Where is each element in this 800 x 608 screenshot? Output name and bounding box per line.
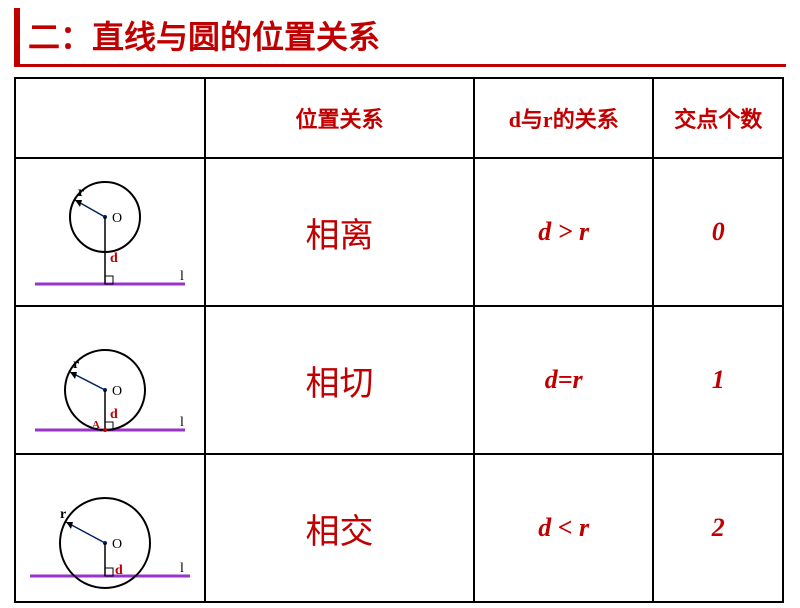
svg-text:l: l <box>180 415 184 430</box>
svg-text:r: r <box>60 507 66 522</box>
separate-icon: l O r d <box>20 162 200 302</box>
header-diagram <box>15 78 205 158</box>
header-relation: d与r的关系 <box>474 78 653 158</box>
tangent-icon: l O r d A <box>20 310 200 450</box>
cell-position: 相离 <box>205 158 474 306</box>
svg-text:d: d <box>110 407 118 422</box>
svg-text:l: l <box>180 269 184 284</box>
svg-text:r: r <box>73 357 79 372</box>
cell-count: 2 <box>653 454 783 602</box>
cell-position: 相交 <box>205 454 474 602</box>
table-row: l O r d 相离 d > r 0 <box>15 158 783 306</box>
intersect-icon: l O r d <box>20 458 200 598</box>
header-count: 交点个数 <box>653 78 783 158</box>
table-row: l O r d 相交 d < r 2 <box>15 454 783 602</box>
cell-relation: d < r <box>474 454 653 602</box>
diagram-tangent: l O r d A <box>15 306 205 454</box>
header-position: 位置关系 <box>205 78 474 158</box>
cell-relation: d > r <box>474 158 653 306</box>
svg-text:d: d <box>115 563 123 578</box>
title-bar: 二：直线与圆的位置关系 <box>14 8 786 67</box>
svg-text:d: d <box>110 251 118 266</box>
svg-text:O: O <box>112 384 122 399</box>
cell-count: 0 <box>653 158 783 306</box>
table-header-row: 位置关系 d与r的关系 交点个数 <box>15 78 783 158</box>
page-title: 二：直线与圆的位置关系 <box>28 12 786 58</box>
diagram-intersect: l O r d <box>15 454 205 602</box>
cell-position: 相切 <box>205 306 474 454</box>
svg-text:r: r <box>78 185 84 200</box>
relation-table: 位置关系 d与r的关系 交点个数 l O r d <box>14 77 784 603</box>
cell-count: 1 <box>653 306 783 454</box>
diagram-separate: l O r d <box>15 158 205 306</box>
cell-relation: d=r <box>474 306 653 454</box>
table-row: l O r d A 相切 d=r 1 <box>15 306 783 454</box>
svg-text:O: O <box>112 211 122 226</box>
svg-text:A: A <box>92 419 100 431</box>
svg-text:O: O <box>112 537 122 552</box>
svg-text:l: l <box>180 561 184 576</box>
